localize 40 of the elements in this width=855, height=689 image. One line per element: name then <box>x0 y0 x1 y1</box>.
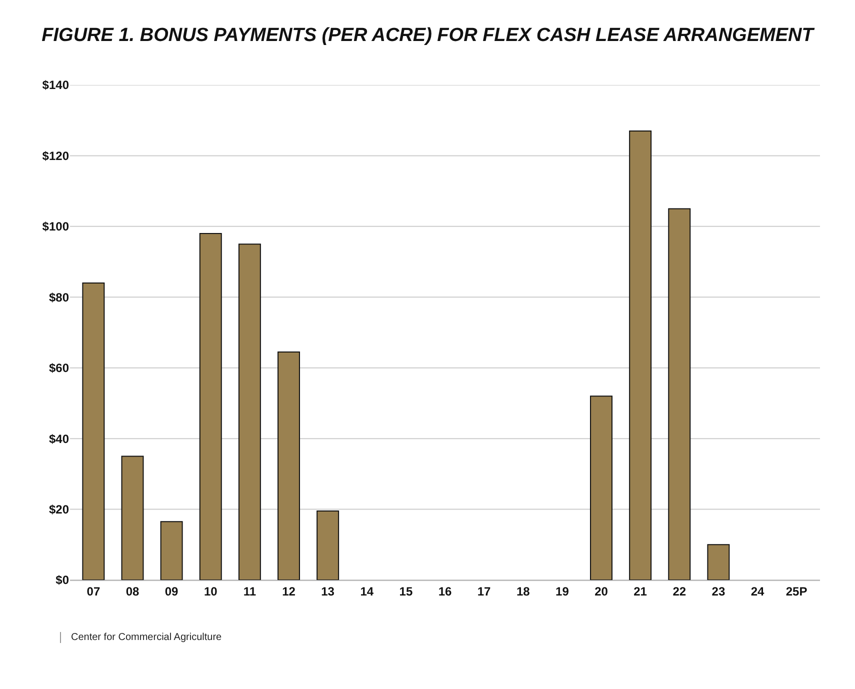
y-tick-label: $120 <box>42 148 70 163</box>
y-tick-label: $60 <box>48 361 70 376</box>
bar <box>707 544 730 580</box>
y-tick-label: $80 <box>48 290 70 304</box>
bar <box>668 208 691 580</box>
x-tick-label: 24 <box>750 584 764 598</box>
x-tick-label: 13 <box>321 584 335 598</box>
x-tick-label: 16 <box>438 584 452 598</box>
x-tick-label: 21 <box>634 584 648 598</box>
x-tick-label: 07 <box>86 584 100 598</box>
x-tick-label: 17 <box>477 584 492 598</box>
bar <box>316 510 340 580</box>
bar <box>199 233 222 580</box>
bar <box>278 351 300 580</box>
chart-title: FIGURE 1. BONUS PAYMENTS (PER ACRE) FOR FLEX CASH LEASE ARRANGEMENT <box>42 25 815 46</box>
bar <box>121 456 144 580</box>
x-tick-label: 18 <box>516 584 530 598</box>
x-tick-label: 15 <box>399 584 413 598</box>
y-tick-label: $20 <box>48 502 70 516</box>
x-tick-label: 12 <box>282 584 296 598</box>
x-tick-label: 19 <box>556 584 570 598</box>
x-tick-label: 08 <box>126 584 140 598</box>
y-tick-label: $40 <box>48 432 70 446</box>
bar <box>629 130 652 580</box>
x-tick-label: 10 <box>204 584 218 598</box>
x-tick-label: 09 <box>164 584 179 598</box>
bar <box>82 282 105 580</box>
bar <box>238 244 261 580</box>
x-tick-label: 22 <box>672 584 686 598</box>
x-tick-label: 20 <box>594 584 608 598</box>
bar <box>160 521 183 580</box>
y-tick-label: $140 <box>42 78 70 92</box>
x-tick-label: 23 <box>712 584 726 598</box>
x-tick-label: 11 <box>243 584 256 598</box>
x-tick-label: 14 <box>360 584 374 598</box>
bar <box>590 396 612 580</box>
text: Center for Commercial Agriculture <box>60 632 222 643</box>
y-tick-label: $0 <box>56 573 70 588</box>
x-tick-label: 25P <box>786 584 808 598</box>
y-tick-label: $100 <box>42 220 70 234</box>
